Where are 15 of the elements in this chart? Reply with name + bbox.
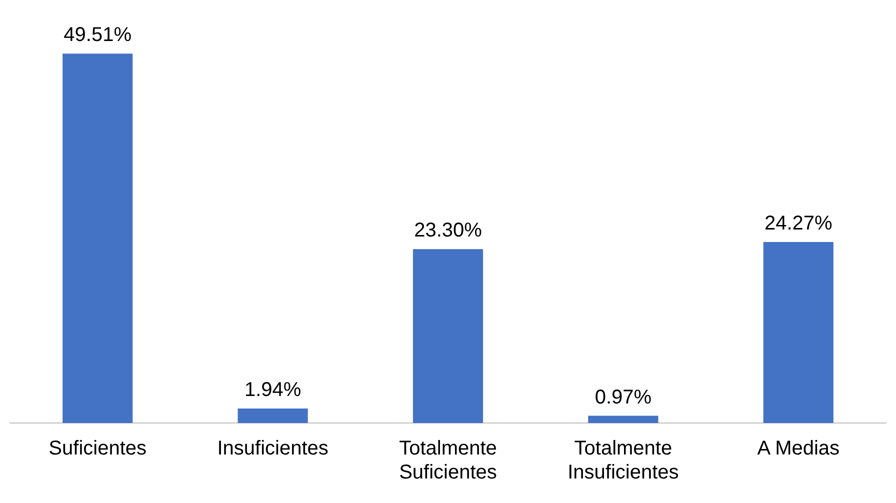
bar <box>763 242 834 423</box>
x-tick-label: A Medias <box>757 438 840 460</box>
data-label: 23.30% <box>414 220 482 242</box>
data-label: 49.51% <box>64 24 132 46</box>
bar <box>588 416 658 423</box>
bar <box>238 408 308 423</box>
x-tick-label: Suficientes <box>48 438 147 460</box>
data-label: 24.27% <box>764 212 833 234</box>
data-label: 1.94% <box>244 379 302 402</box>
bar <box>62 54 133 423</box>
x-tick-label: Totalmente Suficientes <box>399 438 497 484</box>
bar <box>412 249 484 423</box>
x-tick-label: Totalmente Insuficientes <box>568 438 679 484</box>
x-tick-label: Insuficientes <box>217 438 328 460</box>
data-label: 0.97% <box>594 386 652 408</box>
